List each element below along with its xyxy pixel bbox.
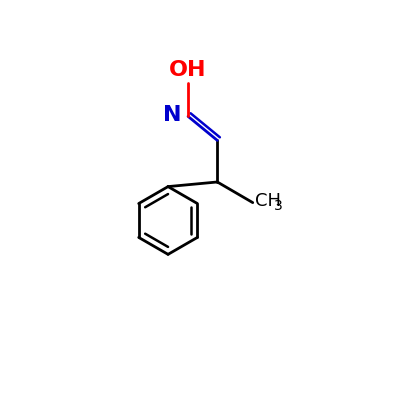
Text: N: N [163,105,181,125]
Text: 3: 3 [274,199,283,213]
Text: OH: OH [169,60,207,80]
Text: CH: CH [255,192,281,210]
